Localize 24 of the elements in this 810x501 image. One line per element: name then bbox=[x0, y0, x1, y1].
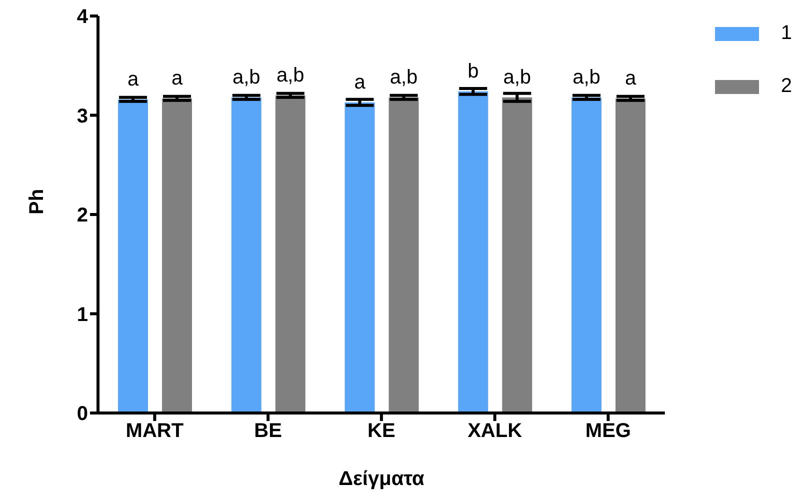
data-label: a,b bbox=[276, 64, 304, 86]
data-label: a,b bbox=[232, 66, 260, 88]
x-tick-label: MART bbox=[126, 420, 184, 442]
y-tick-label: 1 bbox=[76, 304, 88, 326]
data-label: a bbox=[127, 68, 140, 90]
data-label: b bbox=[468, 60, 479, 82]
x-tick-label: BE bbox=[254, 420, 282, 442]
y-tick-label: 3 bbox=[76, 105, 88, 128]
x-tick-label: MEG bbox=[585, 420, 631, 442]
x-tick-label: KE bbox=[368, 420, 396, 442]
legend-label: 1 bbox=[780, 22, 792, 45]
x-axis-title: Δείγματα bbox=[338, 468, 426, 490]
data-label: a bbox=[171, 67, 184, 90]
y-tick-label: 4 bbox=[76, 6, 89, 28]
legend-label: 2 bbox=[780, 75, 792, 98]
data-label: a,b bbox=[572, 66, 600, 88]
y-axis-title: Ph bbox=[26, 188, 48, 214]
data-label: a,b bbox=[390, 66, 418, 88]
y-tick-label: 0 bbox=[76, 403, 88, 426]
x-tick-label: XALK bbox=[468, 420, 523, 442]
data-label: a bbox=[624, 67, 637, 90]
y-tick-label: 2 bbox=[76, 204, 88, 227]
data-label: a,b bbox=[503, 66, 532, 88]
data-label: a bbox=[354, 71, 366, 94]
